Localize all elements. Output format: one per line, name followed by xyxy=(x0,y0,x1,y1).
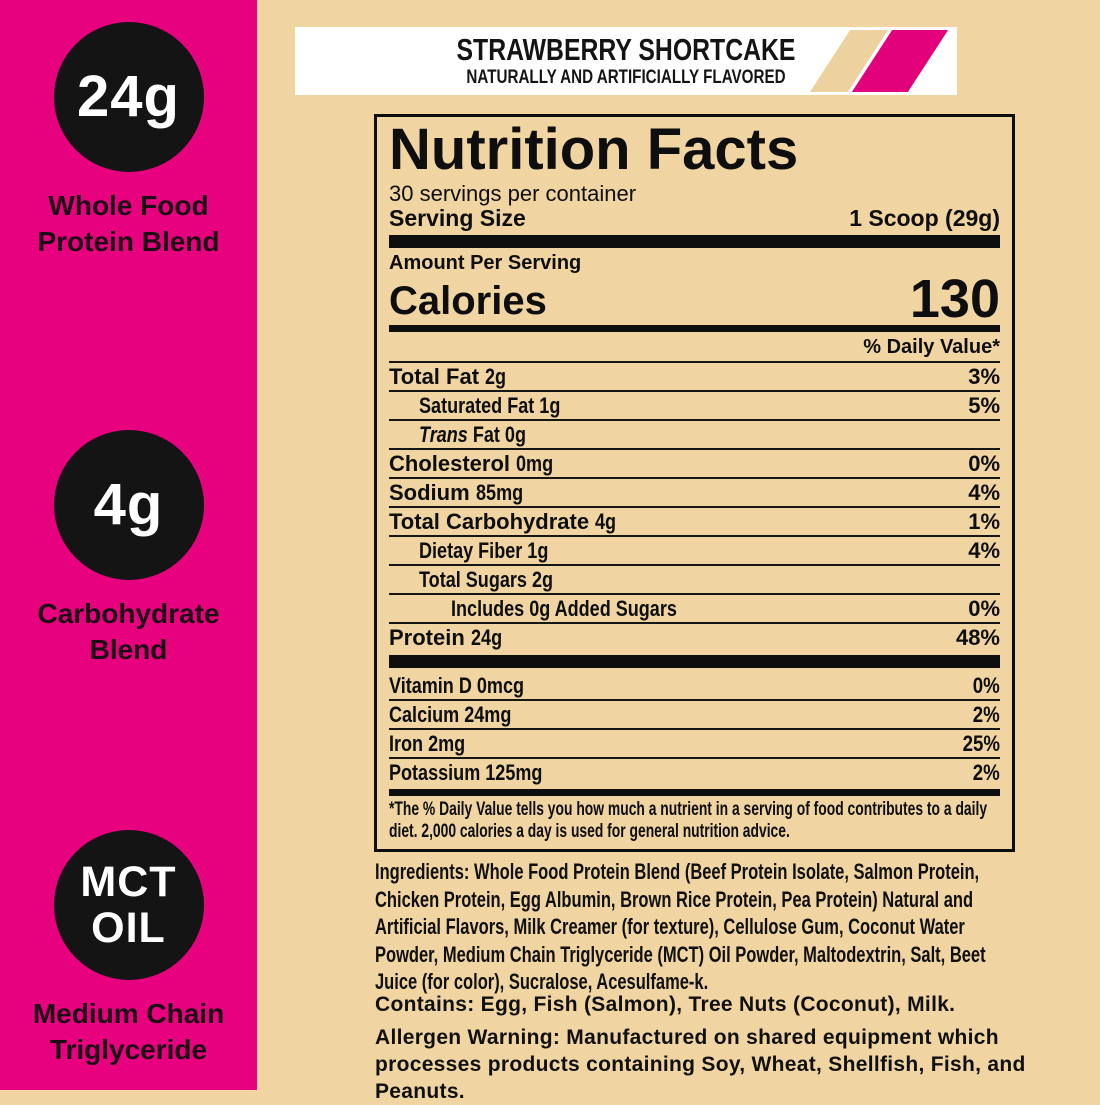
calories-row: Calories 130 xyxy=(389,269,1000,329)
nutrient-name: Potassium 125mg xyxy=(389,759,543,785)
carb-amount-badge: 4g xyxy=(53,430,204,580)
nutrient-dv: 2% xyxy=(972,701,1000,727)
promo-label-line: Whole Food xyxy=(48,190,209,221)
nutrient-name: Total Fat 2g xyxy=(389,363,507,389)
contains-text: Contains: Egg, Fish (Salmon), Tree Nuts … xyxy=(375,993,956,1016)
amount-per-serving-label: Amount Per Serving xyxy=(389,252,582,274)
protein-amount-badge: 24g xyxy=(53,22,204,172)
ingredients-text: Ingredients: Whole Food Protein Blend (B… xyxy=(375,859,986,994)
serving-size-label: Serving Size xyxy=(389,205,526,231)
nutrient-dv: 5% xyxy=(968,392,1000,418)
divider-bar-medium xyxy=(389,325,1000,332)
row-cholesterol: Cholesterol 0mg 0% xyxy=(389,448,1000,477)
mct-oil-badge: MCT OIL xyxy=(53,830,204,980)
nutrient-dv: 0% xyxy=(972,672,1000,698)
nutrient-name: Sodium 85mg xyxy=(389,479,523,505)
promo-protein-blend: 24g Whole Food Protein Blend xyxy=(0,22,257,260)
flavor-name: STRAWBERRY SHORTCAKE xyxy=(456,32,796,67)
daily-value-header: % Daily Value* xyxy=(389,335,1000,363)
calories-value: 130 xyxy=(909,269,1000,329)
servings-per-container: 30 servings per container xyxy=(389,181,637,206)
nutrition-facts-title: Nutrition Facts xyxy=(389,117,799,182)
flavor-subtitle: NATURALLY AND ARTIFICIALLY FLAVORED xyxy=(466,67,786,88)
promo-label: Carbohydrate Blend xyxy=(0,596,257,668)
row-total-sugars: Total Sugars 2g xyxy=(389,564,1000,593)
nutrient-dv: 0% xyxy=(968,450,1000,476)
row-trans-fat: Trans Fat 0g xyxy=(389,419,1000,448)
nutrient-dv: 48% xyxy=(955,624,1000,650)
nutrient-name: Trans Fat 0g xyxy=(419,421,526,447)
badge-value: 24g xyxy=(77,64,180,129)
nutrient-dv: 3% xyxy=(968,363,1000,389)
daily-value-footnote: *The % Daily Value tells you how much a … xyxy=(389,799,988,842)
promo-label-line: Medium Chain xyxy=(32,998,225,1029)
row-total-carbohydrate: Total Carbohydrate 4g 1% xyxy=(389,506,1000,535)
nutrient-dv: 4% xyxy=(968,537,1000,563)
promo-label-line: Triglyceride xyxy=(49,1034,208,1065)
allergen-warning-text: Allergen Warning: Manufactured on shared… xyxy=(375,1026,1026,1103)
badge-value: OIL xyxy=(91,904,166,952)
serving-size-row: Serving Size 1 Scoop (29g) xyxy=(389,206,1000,231)
row-added-sugars: Includes 0g Added Sugars 0% xyxy=(389,593,1000,622)
row-calcium: Calcium 24mg 2% xyxy=(389,699,1000,728)
flavor-text-block: STRAWBERRY SHORTCAKE NATURALLY AND ARTIF… xyxy=(295,27,957,88)
nutrient-name: Total Sugars 2g xyxy=(419,566,554,592)
nutrient-name: Calcium 24mg xyxy=(389,701,512,727)
nutrient-dv: 1% xyxy=(968,508,1000,534)
promo-label-line: Protein Blend xyxy=(37,226,220,257)
nutrient-name: Vitamin D 0mcg xyxy=(389,672,525,698)
row-sodium: Sodium 85mg 4% xyxy=(389,477,1000,506)
nutrient-name: Total Carbohydrate 4g xyxy=(389,508,617,534)
nutrient-name: Dietay Fiber 1g xyxy=(419,537,549,563)
nutrient-name: Saturated Fat 1g xyxy=(419,392,561,418)
nutrition-facts-panel: Nutrition Facts 30 servings per containe… xyxy=(374,114,1015,852)
nutrient-dv: 0% xyxy=(968,595,1000,621)
promo-label: Whole Food Protein Blend xyxy=(0,188,257,260)
divider-bar-thick xyxy=(389,655,1000,668)
promo-label: Medium Chain Triglyceride xyxy=(0,996,257,1068)
left-feature-banner: 24g Whole Food Protein Blend 4g Carbohyd… xyxy=(0,0,257,1090)
row-dietary-fiber: Dietay Fiber 1g 4% xyxy=(389,535,1000,564)
nutrient-name: Iron 2mg xyxy=(389,730,466,756)
flavor-banner: STRAWBERRY SHORTCAKE NATURALLY AND ARTIF… xyxy=(295,27,957,95)
badge-value: 4g xyxy=(93,472,164,537)
row-iron: Iron 2mg 25% xyxy=(389,728,1000,757)
promo-carbohydrate-blend: 4g Carbohydrate Blend xyxy=(0,430,257,668)
row-potassium: Potassium 125mg 2% xyxy=(389,757,1000,786)
divider-bar-medium xyxy=(389,789,1000,796)
nutrient-dv: 2% xyxy=(972,759,1000,785)
serving-size-value: 1 Scoop (29g) xyxy=(849,205,1000,231)
nutrient-dv: 25% xyxy=(962,730,1000,756)
row-protein: Protein 24g 48% xyxy=(389,622,1000,651)
nutrient-name: Cholesterol 0mg xyxy=(389,450,554,476)
nutrient-dv: 4% xyxy=(968,479,1000,505)
divider-bar-thick xyxy=(389,235,1000,248)
promo-label-line: Blend xyxy=(89,634,168,665)
badge-value: MCT xyxy=(80,858,177,906)
row-vitamin-d: Vitamin D 0mcg 0% xyxy=(389,672,1000,699)
row-total-fat: Total Fat 2g 3% xyxy=(389,363,1000,390)
nutrient-name: Includes 0g Added Sugars xyxy=(451,595,677,621)
nutrient-name: Protein 24g xyxy=(389,624,502,650)
promo-label-line: Carbohydrate xyxy=(37,598,220,629)
promo-mct-oil: MCT OIL Medium Chain Triglyceride xyxy=(0,830,257,1068)
row-saturated-fat: Saturated Fat 1g 5% xyxy=(389,390,1000,419)
calories-label: Calories xyxy=(389,279,547,323)
